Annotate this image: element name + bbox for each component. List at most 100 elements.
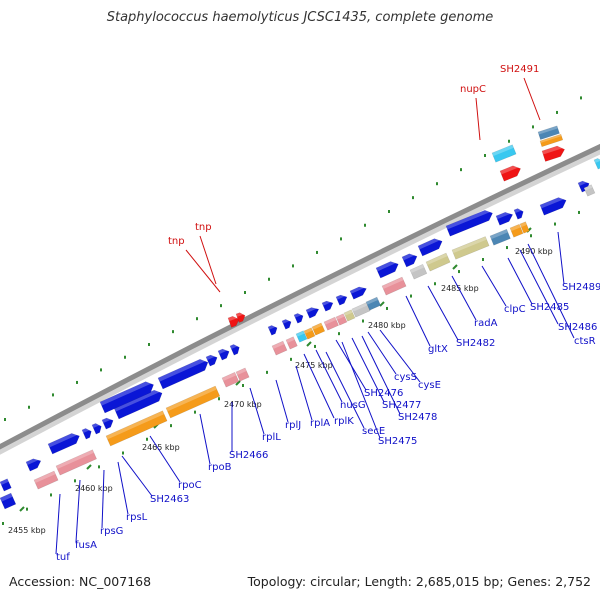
gene-highlight: [294, 311, 303, 318]
scale-tick-label: 2475 kbp: [295, 361, 333, 370]
gene-glyph: [165, 385, 221, 419]
gene-shape: [101, 417, 114, 430]
gene-shape: [513, 208, 524, 220]
label-leader-line: [405, 295, 431, 347]
gene-shape: [105, 410, 168, 447]
tick-dot: [506, 246, 508, 250]
gene-shape: [381, 276, 407, 296]
gene-glyph: [271, 340, 288, 356]
label-leader-line: [379, 329, 421, 383]
gene-highlight: [206, 352, 217, 361]
gene-glyph: [47, 430, 80, 455]
gene-highlight: [376, 259, 398, 272]
tick-dot: [314, 344, 316, 348]
gene-shape: [267, 325, 278, 336]
gene-shape: [593, 158, 600, 170]
gene-glyph: [343, 309, 356, 322]
gene-label: rplK: [334, 416, 354, 427]
gene-glyph: [321, 298, 334, 312]
tick-dot: [530, 234, 532, 238]
gene-highlight: [500, 163, 520, 175]
gene-highlight: [0, 493, 13, 502]
tick-dot: [244, 291, 246, 294]
tick-dot: [28, 405, 30, 409]
gene-glyph: [0, 492, 17, 510]
gene-highlight: [114, 387, 162, 412]
gene-glyph: [293, 311, 304, 324]
gene-glyph: [409, 263, 428, 280]
gene-label: clpC: [504, 304, 526, 315]
gene-label: rpsG: [100, 526, 123, 537]
gene-label: SH2475: [378, 436, 417, 447]
gene-shape: [271, 340, 288, 356]
tick-dot: [410, 294, 412, 298]
gene-highlight: [520, 221, 527, 228]
label-leader-line: [475, 97, 481, 141]
gene-label: ctsR: [574, 336, 596, 347]
gene-glyph: [0, 478, 12, 492]
gene-glyph: [375, 259, 399, 279]
tick-dot: [460, 168, 462, 172]
gene-shape: [99, 381, 154, 414]
tick-dot: [50, 493, 52, 497]
label-leader-line: [185, 249, 221, 293]
gene-highlight: [236, 367, 247, 376]
scale-tick-label: 2470 kbp: [224, 400, 262, 409]
gene-label: gltX: [428, 344, 448, 355]
gene-shape: [33, 470, 59, 490]
gene-shape: [425, 252, 451, 272]
label-leader-line: [351, 337, 385, 403]
label-leader-line: [275, 379, 289, 423]
tick-dot: [458, 270, 460, 274]
gene-highlight: [56, 449, 94, 470]
gene-shape: [509, 223, 524, 238]
gene-glyph: [539, 195, 567, 216]
gene-highlight: [350, 284, 366, 294]
gene-glyph: [537, 125, 560, 140]
gene-shape: [519, 221, 530, 234]
label-leader-line: [481, 265, 507, 307]
gene-highlight: [306, 305, 319, 313]
tick-dot: [148, 343, 150, 346]
tick-dot: [386, 306, 388, 310]
gene-shape: [401, 253, 418, 268]
gene-glyph: [583, 184, 596, 197]
label-leader-lines: [55, 77, 575, 555]
tick-dot: [388, 210, 390, 213]
gene-glyph: [91, 421, 102, 435]
gene-shape: [323, 316, 339, 331]
gene-highlight: [106, 410, 165, 440]
gene-highlight: [230, 342, 239, 350]
tick-dot: [364, 223, 366, 227]
gene-highlight: [286, 336, 295, 344]
label-leader-line: [557, 231, 565, 285]
gene-glyph: [513, 207, 524, 220]
gene-glyph: [593, 156, 600, 170]
tick-dot: [266, 370, 268, 374]
gene-shape: [235, 367, 250, 382]
gene-glyph: [217, 346, 230, 361]
tick-dot: [220, 304, 222, 308]
gene-label: nusG: [340, 400, 366, 411]
gene-highlight: [336, 313, 345, 320]
gene-shape: [539, 197, 567, 216]
scale-tick: [19, 506, 25, 512]
gene-glyph: [509, 223, 524, 238]
gene-shape: [349, 286, 367, 300]
tick-dot: [578, 210, 580, 214]
tick-dot: [436, 182, 438, 186]
tick-dot: [554, 222, 556, 226]
tick-dot: [218, 397, 220, 401]
gene-highlight: [492, 144, 514, 157]
gene-glyph: [417, 236, 443, 257]
label-leader-line: [75, 479, 81, 543]
gene-shape: [47, 433, 80, 455]
gene-label: tuf: [56, 552, 70, 563]
gene-highlight: [322, 298, 333, 306]
gene-glyph: [221, 371, 240, 388]
gene-shape: [221, 371, 240, 388]
gene-glyph: [495, 210, 514, 226]
gene-label: tnp: [195, 222, 212, 233]
scale-tick-label: 2460 kbp: [75, 484, 113, 493]
